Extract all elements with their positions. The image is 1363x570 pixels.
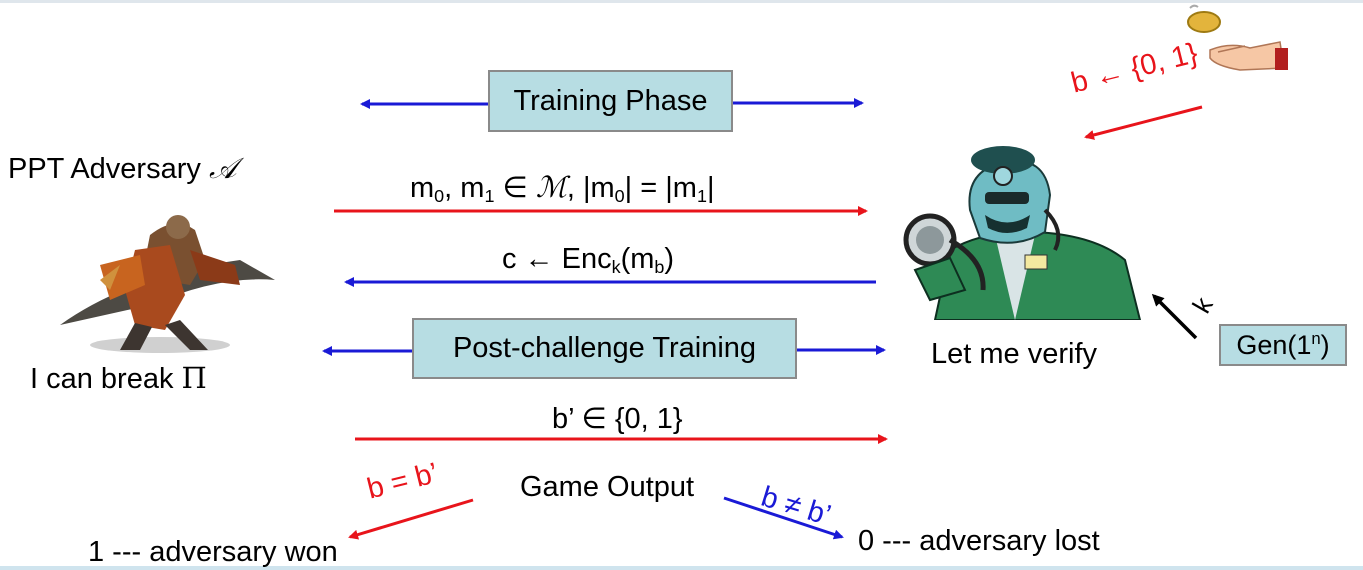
coin-toss-icon <box>1187 4 1288 71</box>
messages-label: m0, m1 ∈ ℳ, |m0| = |m1| <box>410 170 715 207</box>
guess-label: b’ ∈ {0, 1} <box>552 403 683 435</box>
verifier-figure <box>903 146 1142 320</box>
post-challenge-label: Post-challenge Training <box>452 332 757 364</box>
ciphertext-label: c ← Enck(mb) <box>502 243 675 278</box>
top-border <box>0 0 1363 3</box>
gen-label: Gen(1n) <box>1236 328 1330 360</box>
adversary-title: PPT Adversary 𝒜 <box>8 151 237 185</box>
adversary-lost-label: 0 --- adversary lost <box>858 525 1100 557</box>
adversary-won-label: 1 --- adversary won <box>88 536 338 568</box>
key-arrow <box>1151 293 1198 340</box>
verifier-caption: Let me verify <box>931 338 1097 370</box>
adversary-figure <box>60 215 275 353</box>
training-phase-box: Training Phase <box>488 70 733 132</box>
training-phase-label: Training Phase <box>513 84 708 117</box>
bottom-border <box>0 566 1363 570</box>
adversary-caption: I can break Π <box>30 361 207 395</box>
win-arrow <box>348 498 474 540</box>
coin-arrow <box>1084 105 1203 140</box>
gen-box: Gen(1n) <box>1219 324 1347 366</box>
game-output-label: Game Output <box>520 471 695 503</box>
post-challenge-box: Post-challenge Training <box>412 318 797 379</box>
lose-arrow <box>723 496 844 540</box>
